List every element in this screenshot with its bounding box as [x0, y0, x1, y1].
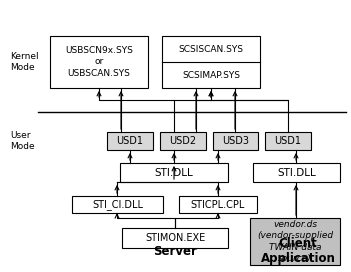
- Bar: [250, 218, 340, 265]
- Text: USD1: USD1: [274, 136, 302, 146]
- Text: SCSISCAN.SYS: SCSISCAN.SYS: [179, 45, 244, 54]
- Text: USBSCN9x.SYS
or
USBSCAN.SYS: USBSCN9x.SYS or USBSCAN.SYS: [65, 47, 133, 78]
- Text: STI.DLL: STI.DLL: [155, 168, 193, 178]
- Bar: [253, 163, 340, 182]
- Text: User
Mode: User Mode: [10, 131, 35, 151]
- Bar: [120, 163, 228, 182]
- Text: USD2: USD2: [170, 136, 197, 146]
- Text: vendor.ds
(vendor-supplied
TWAIN data
source): vendor.ds (vendor-supplied TWAIN data so…: [257, 220, 333, 263]
- Text: STI_CI.DLL: STI_CI.DLL: [92, 199, 143, 210]
- Text: STIMON.EXE: STIMON.EXE: [145, 233, 205, 243]
- Bar: [160, 132, 206, 150]
- Bar: [72, 196, 163, 213]
- Text: Kernel
Mode: Kernel Mode: [10, 52, 39, 72]
- Text: USD3: USD3: [222, 136, 249, 146]
- Bar: [122, 228, 228, 248]
- Text: SCSIMAP.SYS: SCSIMAP.SYS: [182, 70, 240, 79]
- Bar: [162, 36, 260, 88]
- Text: STI.DLL: STI.DLL: [277, 168, 316, 178]
- Bar: [179, 196, 257, 213]
- Text: STICPL.CPL: STICPL.CPL: [191, 199, 245, 209]
- Text: Client
Application: Client Application: [260, 237, 336, 265]
- Bar: [213, 132, 258, 150]
- Bar: [50, 36, 148, 88]
- Text: Server: Server: [153, 245, 197, 258]
- Bar: [107, 132, 153, 150]
- Bar: [265, 132, 311, 150]
- Text: USD1: USD1: [117, 136, 144, 146]
